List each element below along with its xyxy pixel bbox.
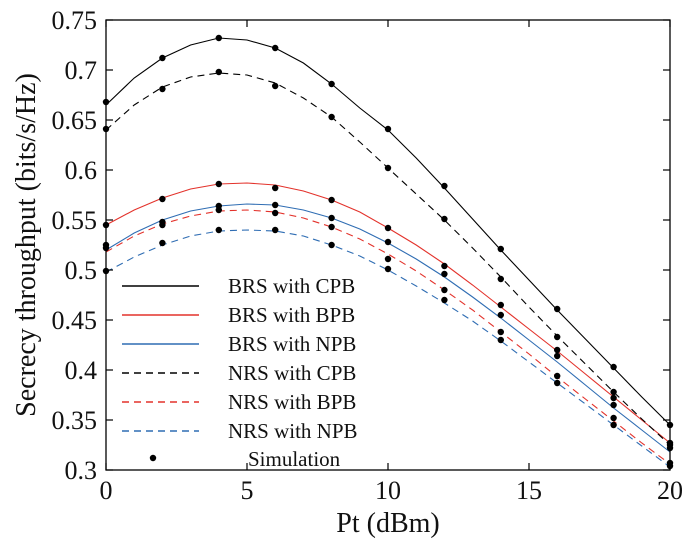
y-tick-label: 0.75 [52, 6, 98, 35]
simulation-point [384, 238, 392, 246]
y-tick-label: 0.35 [52, 406, 98, 435]
simulation-point [272, 82, 279, 90]
y-tick-label: 0.45 [52, 306, 98, 335]
simulation-point [554, 352, 561, 360]
simulation-point [215, 206, 222, 214]
legend-label: BRS with CPB [228, 274, 355, 298]
simulation-point [159, 85, 166, 93]
axis-ticks: 0 5 10 15 20 0.3 0.35 0.4 0.45 0.5 0.55 0.6 0.65 0.7 0… [52, 6, 684, 505]
simulation-point [328, 80, 335, 88]
simulation-point [215, 34, 222, 42]
simulation-point [610, 363, 617, 371]
simulation-point [554, 346, 561, 354]
simulation-point [328, 223, 335, 231]
simulation-point [272, 44, 279, 52]
simulation-point [441, 296, 448, 304]
simulation-point [497, 311, 504, 319]
simulation-point [328, 214, 335, 222]
simulation-point [384, 224, 392, 232]
series-line [105, 182, 671, 444]
simulation-point [328, 113, 335, 121]
legend: BRS with CPB BRS with BPB BRS with NPB NRS … [122, 274, 358, 471]
simulation-point [215, 226, 222, 234]
y-tick-label: 0.6 [65, 156, 98, 185]
simulation-point [215, 68, 222, 76]
x-axis-label: Pt (dBm) [336, 508, 439, 539]
series-line [105, 37, 671, 426]
curves-layer [105, 37, 671, 468]
simulation-markers-layer [102, 34, 674, 470]
simulation-point [554, 305, 561, 313]
simulation-point [441, 182, 448, 190]
simulation-point [384, 265, 392, 273]
simulation-point [272, 184, 279, 192]
y-tick-label: 0.5 [65, 256, 98, 285]
simulation-point [497, 275, 504, 283]
simulation-point [328, 241, 335, 249]
simulation-point [497, 245, 504, 253]
legend-marker [149, 454, 157, 462]
y-tick-label: 0.65 [52, 106, 98, 135]
simulation-point [441, 270, 448, 278]
simulation-point [159, 239, 166, 247]
simulation-point [159, 221, 166, 229]
simulation-point [554, 333, 561, 341]
simulation-point [441, 286, 448, 294]
x-tick-label: 10 [375, 476, 401, 505]
legend-label: NRS with BPB [228, 390, 356, 414]
series-line [105, 209, 671, 465]
simulation-point [610, 414, 617, 422]
simulation-point [610, 421, 617, 429]
legend-label-simulation: Simulation [248, 447, 341, 471]
simulation-point [497, 336, 504, 344]
simulation-point [384, 125, 392, 133]
simulation-point [272, 209, 279, 217]
simulation-point [554, 379, 561, 387]
simulation-point [441, 262, 448, 270]
legend-label: NRS with CPB [228, 361, 356, 385]
simulation-point [441, 215, 448, 223]
simulation-point [384, 164, 392, 172]
simulation-point [328, 196, 335, 204]
simulation-point [272, 201, 279, 209]
simulation-point [610, 401, 617, 409]
x-tick-label: 0 [100, 476, 113, 505]
simulation-point [610, 388, 617, 396]
simulation-point [384, 255, 392, 263]
y-tick-label: 0.4 [65, 356, 98, 385]
x-tick-label: 20 [657, 476, 683, 505]
simulation-point [554, 372, 561, 380]
simulation-point [272, 226, 279, 234]
y-tick-label: 0.55 [52, 206, 98, 235]
simulation-point [610, 394, 617, 402]
simulation-point [159, 54, 166, 62]
y-tick-label: 0.7 [65, 56, 98, 85]
y-tick-label: 0.3 [65, 456, 98, 485]
simulation-point [159, 195, 166, 203]
legend-label: NRS with NPB [228, 419, 358, 443]
y-axis-label: Secrecy throughput (bits/s/Hz) [11, 73, 42, 417]
simulation-point [497, 328, 504, 336]
series-line [105, 229, 671, 468]
legend-label: BRS with NPB [228, 332, 356, 356]
x-tick-label: 5 [241, 476, 254, 505]
x-tick-label: 15 [516, 476, 542, 505]
simulation-point [215, 180, 222, 188]
legend-label: BRS with BPB [228, 303, 355, 327]
simulation-point [497, 301, 504, 309]
